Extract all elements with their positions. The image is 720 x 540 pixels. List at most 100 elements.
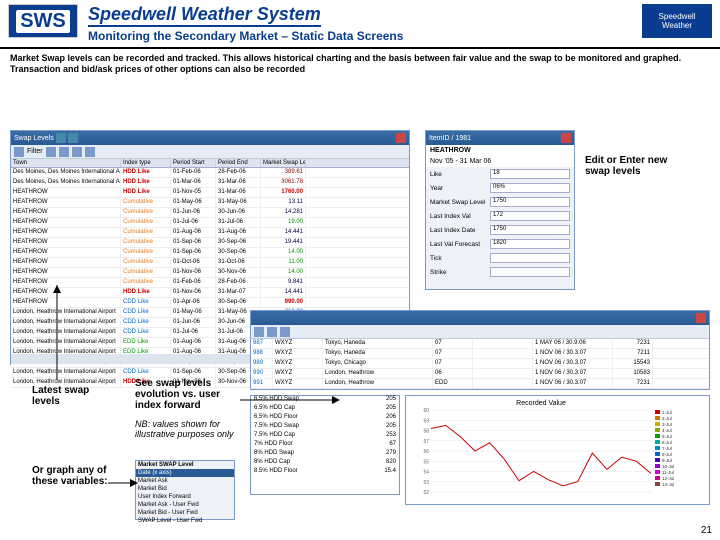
refresh-icon[interactable] [46, 147, 56, 157]
history-window: 987WXYZTokyo, Haneda071 MAY 06 / 30.9.06… [250, 310, 710, 390]
svg-text:5-Jul: 5-Jul [662, 434, 672, 439]
table-row[interactable]: HEATHROWHDD Like01-Nov-0631-Mar-0714.441 [11, 288, 409, 298]
close-icon[interactable] [561, 133, 571, 143]
speedwell-logo-top: Speedwell [659, 12, 696, 21]
title-block: Speedwell Weather System Monitoring the … [78, 4, 642, 43]
window-titlebar[interactable]: ItemID / 1981 [426, 131, 574, 145]
svg-text:13-Jul: 13-Jul [662, 482, 674, 487]
save-icon[interactable] [72, 147, 82, 157]
table-row[interactable]: HEATHROWCumulative01-Jun-0630-Jun-0614.2… [11, 208, 409, 218]
minimize-icon[interactable] [56, 133, 66, 143]
form-input[interactable]: 172 [490, 211, 570, 221]
svg-text:54: 54 [423, 470, 429, 476]
table-row[interactable]: HEATHROWCumulative01-Sep-0630-Sep-0614.0… [11, 248, 409, 258]
variable-selector: Market SWAP Level Date (x axis)Market As… [135, 460, 235, 520]
col-index-type[interactable]: Index type [121, 159, 171, 167]
variable-option[interactable]: Market Bid - User Fwd [136, 509, 234, 517]
svg-text:59: 59 [423, 418, 429, 424]
search-icon[interactable] [59, 147, 69, 157]
list-item[interactable]: 8% HDD Swap279 [251, 450, 399, 459]
table-row[interactable]: Des Moines, Des Moines International Air… [11, 178, 409, 188]
window-title-text: ItemID / 1981 [429, 135, 471, 142]
col-swap-level[interactable]: Market Swap Level [261, 159, 306, 167]
label-latest: Latest swap levels [32, 385, 92, 407]
form-input[interactable]: 1750 [490, 225, 570, 235]
table-row[interactable]: 987WXYZTokyo, Haneda071 MAY 06 / 30.9.06… [251, 339, 709, 349]
col-town[interactable]: Town [11, 159, 121, 167]
form-input[interactable]: 06% [490, 183, 570, 193]
window-titlebar[interactable] [251, 311, 709, 325]
table-row[interactable]: HEATHROWCumulative01-Nov-0630-Nov-0614.0… [11, 268, 409, 278]
form-row: Last Val Forecast1820 [426, 237, 574, 251]
svg-text:12-Jul: 12-Jul [662, 476, 674, 481]
form-label: Last Index Date [430, 227, 490, 234]
page-header: SWS Speedwell Weather System Monitoring … [0, 0, 720, 49]
table-row[interactable]: HEATHROWCDD Like01-Apr-0630-Sep-06990.00 [11, 298, 409, 308]
svg-text:52: 52 [423, 490, 429, 496]
label-see: See swap levels evolution vs. user index… [135, 378, 245, 411]
form-row: Strike [426, 265, 574, 279]
form-row: Last Index Date1750 [426, 223, 574, 237]
variable-option[interactable]: Market Bid [136, 485, 234, 493]
col-period-start[interactable]: Period Start [171, 159, 216, 167]
form-label: Market Swap Level [430, 199, 490, 206]
svg-text:10-Jul: 10-Jul [662, 464, 674, 469]
form-input[interactable] [490, 267, 570, 277]
station-name: HEATHROW [426, 145, 574, 156]
table-row[interactable]: HEATHROWCumulative01-May-0631-May-0613.1… [11, 198, 409, 208]
variable-option[interactable]: Market Ask - User Fwd [136, 501, 234, 509]
table-row[interactable]: Des Moines, Des Moines International Air… [11, 168, 409, 178]
list-item[interactable]: 6.5% HDD Floor206 [251, 414, 399, 423]
form-row: Year06% [426, 181, 574, 195]
table-row[interactable]: HEATHROWCumulative01-Sep-0630-Sep-0619.4… [11, 238, 409, 248]
var-list-title: Market SWAP Level [136, 461, 234, 469]
close-icon[interactable] [396, 133, 406, 143]
form-input[interactable]: 18 [490, 169, 570, 179]
new-icon[interactable] [254, 327, 264, 337]
col-period-end[interactable]: Period End [216, 159, 261, 167]
variable-option[interactable]: Market Ask [136, 477, 234, 485]
table-row[interactable]: HEATHROWCumulative01-Oct-0631-Oct-0611.0… [11, 258, 409, 268]
list-item[interactable]: 7.5% HDD Cap253 [251, 432, 399, 441]
table-row[interactable]: HEATHROWCumulative01-Feb-0628-Feb-069.84… [11, 278, 409, 288]
variable-option[interactable]: SWAP Level - User Fwd [136, 517, 234, 525]
page-subtitle: Monitoring the Secondary Market – Static… [88, 29, 642, 43]
table-row[interactable]: HEATHROWCumulative01-Aug-0631-Aug-0614.4… [11, 228, 409, 238]
abc-check-icon[interactable] [85, 147, 95, 157]
table-row[interactable]: HEATHROWHDD Like01-Nov-0531-Mar-061760.0… [11, 188, 409, 198]
label-edit: Edit or Enter new swap levels [585, 155, 675, 177]
edit-swap-window: ItemID / 1981 HEATHROW Nov '05 - 31 Mar … [425, 130, 575, 290]
maximize-icon[interactable] [68, 133, 78, 143]
list-item[interactable]: 8.5% HDD Floor15.4 [251, 468, 399, 477]
form-input[interactable] [490, 253, 570, 263]
sws-logo: SWS [8, 4, 78, 38]
speedwell-logo-bottom: Weather [662, 21, 692, 30]
table-row[interactable]: 988WXYZTokyo, Haneda071 NOV 06 / 30.3.07… [251, 349, 709, 359]
close-icon[interactable] [696, 313, 706, 323]
page-title: Speedwell Weather System [88, 4, 321, 27]
table-row[interactable]: 990WXYZLondon, Heathrow061 NOV 06 / 30.3… [251, 369, 709, 379]
form-row: Like18 [426, 167, 574, 181]
svg-text:9-Jul: 9-Jul [662, 458, 672, 463]
form-label: Year [430, 185, 490, 192]
variable-option[interactable]: Date (x axis) [136, 469, 234, 477]
form-input[interactable]: 1750 [490, 197, 570, 207]
list-item[interactable]: 7.5% HDD Swap205 [251, 423, 399, 432]
window-titlebar[interactable]: Swap Levels [11, 131, 409, 145]
list-item[interactable]: 8% HDD Cap820 [251, 459, 399, 468]
delete-icon[interactable] [280, 327, 290, 337]
window-title-text: Swap Levels [14, 135, 54, 142]
funnel-icon[interactable] [14, 147, 24, 157]
table-row[interactable]: 991WXYZLondon, HeathrowEDD1 NOV 06 / 30.… [251, 379, 709, 389]
chart-window: Recorded Value5253545556575859601-Jul2-J… [405, 395, 710, 505]
svg-text:6-Jul: 6-Jul [662, 440, 672, 445]
form-input[interactable]: 1820 [490, 239, 570, 249]
table-row[interactable]: HEATHROWCumulative01-Jul-0631-Jul-0619.0… [11, 218, 409, 228]
filter-label: Filter [27, 148, 43, 155]
list-item[interactable]: 7% HDD Floor67 [251, 441, 399, 450]
edit-icon[interactable] [267, 327, 277, 337]
form-row: Tick [426, 251, 574, 265]
variable-option[interactable]: User Index Forward [136, 493, 234, 501]
page-description: Market Swap levels can be recorded and t… [0, 49, 720, 79]
table-row[interactable]: 989WXYZTokyo, Chicago071 NOV 06 / 30.3.0… [251, 359, 709, 369]
